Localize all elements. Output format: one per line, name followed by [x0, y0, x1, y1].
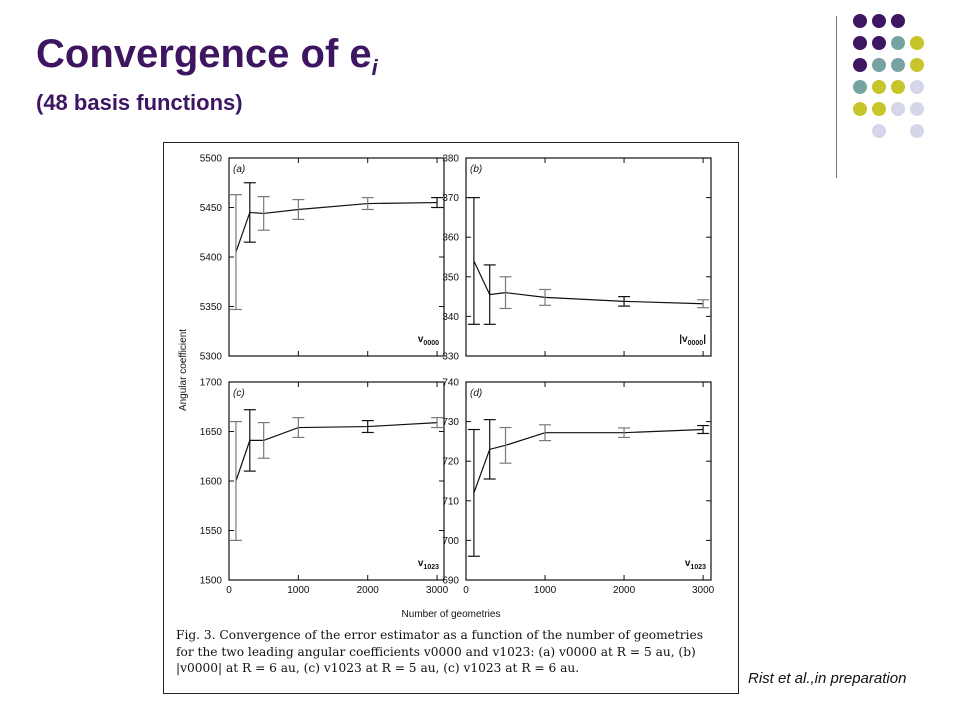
decorative-dot: [910, 124, 924, 138]
decorative-dot-grid: [853, 14, 949, 154]
decorative-dot: [910, 36, 924, 50]
decorative-dot: [853, 58, 867, 72]
x-tick-label: 2000: [357, 585, 380, 596]
decorative-dot: [872, 124, 886, 138]
series-line: [473, 260, 704, 305]
decorative-dot: [910, 58, 924, 72]
slide-title: Convergence of ei: [36, 32, 378, 90]
y-tick-label: 350: [442, 272, 459, 283]
y-tick-label: 370: [442, 193, 459, 204]
slide-subtitle: (48 basis functions): [36, 90, 243, 115]
decorative-dot: [910, 102, 924, 116]
decorative-dot: [891, 80, 905, 94]
y-tick-label: 1650: [200, 427, 223, 438]
y-axis-label: Angular coefficient: [178, 329, 189, 411]
series-line: [235, 201, 438, 253]
panel-label: (c): [233, 388, 245, 399]
plot-frame: [465, 381, 712, 581]
caption-line-1: Fig. 3. Convergence of the error estimat…: [176, 628, 703, 642]
y-tick-label: 690: [442, 576, 459, 587]
decorative-dot: [853, 14, 867, 28]
decorative-dot: [872, 80, 886, 94]
x-tick-label: 0: [463, 585, 469, 596]
y-tick-label: 1500: [200, 576, 223, 587]
x-tick-label: 1000: [287, 585, 310, 596]
series-line: [473, 428, 704, 494]
y-tick-label: 330: [442, 352, 459, 363]
y-tick-label: 5450: [200, 203, 223, 214]
y-tick-label: 5500: [200, 154, 223, 165]
y-tick-label: 5400: [200, 253, 223, 264]
decorative-dot: [891, 102, 905, 116]
y-tick-label: 700: [442, 536, 459, 547]
y-tick-label: 740: [442, 378, 459, 389]
y-tick-label: 340: [442, 312, 459, 323]
x-axis-label: Number of geometries: [402, 609, 501, 620]
plot-frame: [228, 381, 445, 581]
slide-title-text: Convergence of e: [36, 32, 372, 76]
x-tick-label: 0: [226, 585, 232, 596]
panel-label: (b): [470, 164, 482, 175]
series-label: v1023: [685, 558, 706, 571]
series-label: |v0000|: [679, 334, 706, 347]
x-tick-label: 2000: [613, 585, 636, 596]
decorative-dot: [891, 36, 905, 50]
caption-line-3: |v0000| at R = 6 au, (c) v1023 at R = 5 …: [176, 661, 580, 675]
decorative-dot: [853, 36, 867, 50]
decorative-dot: [872, 14, 886, 28]
y-tick-label: 1700: [200, 378, 223, 389]
y-tick-label: 380: [442, 154, 459, 165]
x-tick-label: 3000: [426, 585, 449, 596]
figure-panel: 5300 5350 5400 5450 5500 (a) v0000 Angular coef…: [163, 142, 739, 694]
x-tick-label: 1000: [534, 585, 557, 596]
decorative-dot: [853, 80, 867, 94]
plot-frame: [228, 157, 445, 357]
y-tick-label: 1600: [200, 477, 223, 488]
decorative-dot: [872, 36, 886, 50]
citation: Rist et al.,in preparation: [748, 670, 907, 687]
caption-line-2: for the two leading angular coefficients…: [176, 644, 696, 659]
decorative-dot: [872, 58, 886, 72]
decorative-dot: [910, 80, 924, 94]
y-tick-label: 360: [442, 233, 459, 244]
series-label: v0000: [418, 334, 439, 347]
y-tick-label: 730: [442, 417, 459, 428]
y-tick-label: 720: [442, 457, 459, 468]
panel-label: (a): [233, 164, 245, 175]
slide-title-subscript: i: [371, 55, 378, 80]
decorative-dot: [891, 14, 905, 28]
x-tick-label: 3000: [692, 585, 715, 596]
panel-label: (d): [470, 388, 482, 399]
y-tick-label: 710: [442, 496, 459, 507]
decorative-dot: [853, 102, 867, 116]
y-tick-label: 5300: [200, 352, 223, 363]
series-line: [235, 421, 438, 482]
decorative-dot: [872, 102, 886, 116]
y-tick-label: 1550: [200, 526, 223, 537]
decorative-divider: [836, 16, 837, 178]
plot-frame: [465, 157, 712, 357]
chart-svg: 5300 5350 5400 5450 5500 (a) v0000 Angular coef…: [178, 154, 715, 621]
figure-caption: Fig. 3. Convergence of the error estimat…: [176, 627, 732, 677]
decorative-dot: [891, 58, 905, 72]
y-tick-label: 5350: [200, 302, 223, 313]
series-label: v1023: [418, 558, 439, 571]
